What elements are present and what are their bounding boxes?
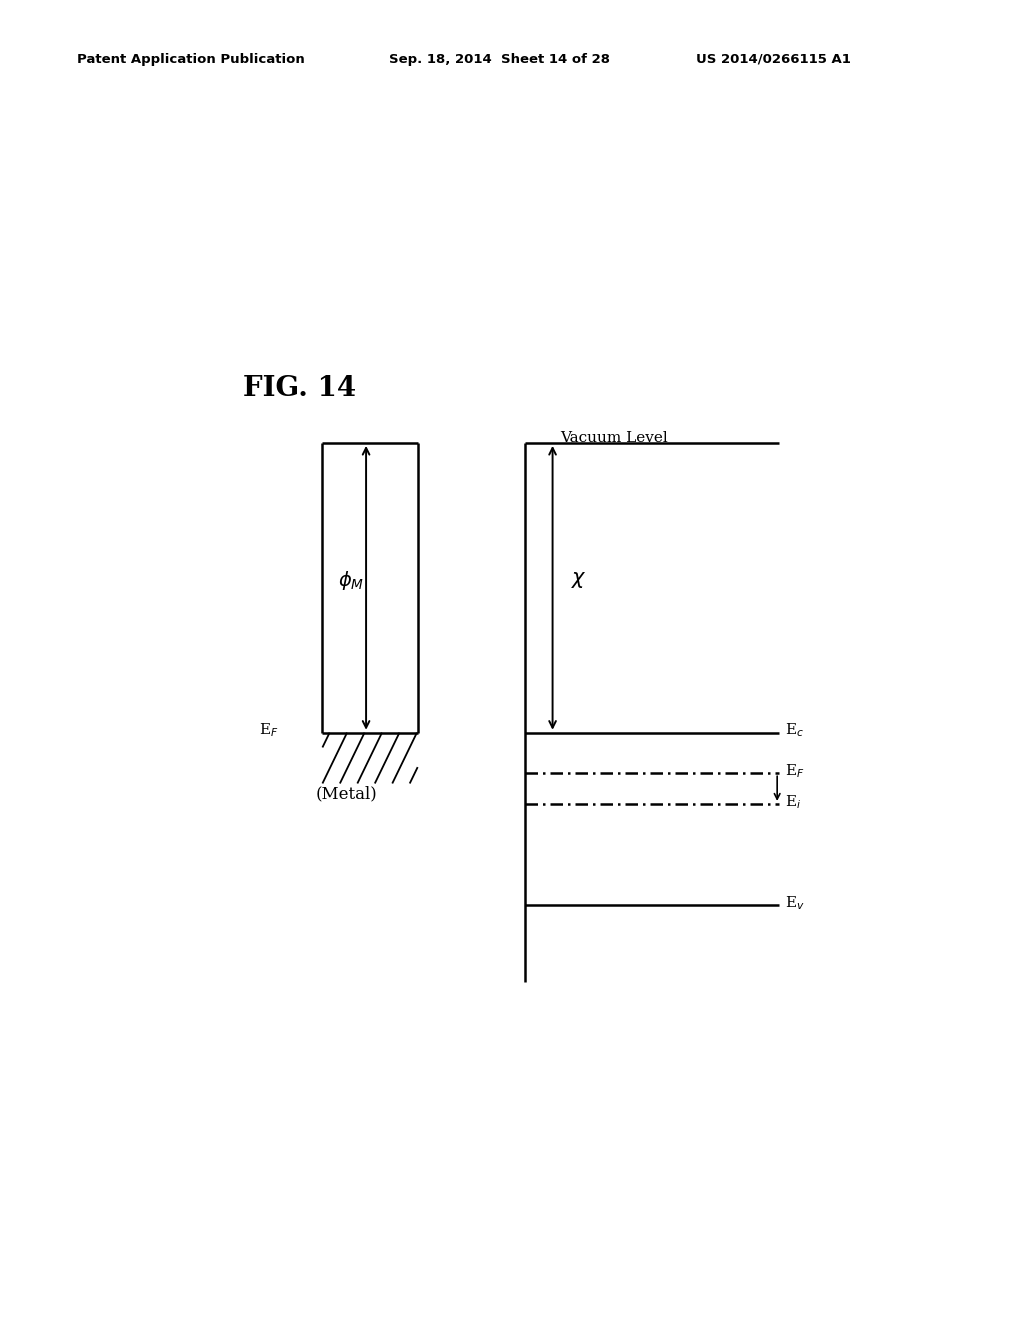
Text: US 2014/0266115 A1: US 2014/0266115 A1 [696,53,851,66]
Text: (Metal): (Metal) [315,785,377,803]
Text: E$_c$: E$_c$ [785,722,804,739]
Text: E$_F$: E$_F$ [259,722,279,739]
Text: Sep. 18, 2014  Sheet 14 of 28: Sep. 18, 2014 Sheet 14 of 28 [389,53,610,66]
Text: Patent Application Publication: Patent Application Publication [77,53,304,66]
Text: $\phi_M$: $\phi_M$ [338,569,365,591]
Text: $\chi$: $\chi$ [570,570,587,590]
Text: E$_F$: E$_F$ [785,763,805,780]
Text: FIG. 14: FIG. 14 [243,375,356,403]
Text: E$_i$: E$_i$ [785,793,802,810]
Text: Vacuum Level: Vacuum Level [560,430,669,445]
Text: E$_v$: E$_v$ [785,895,805,912]
